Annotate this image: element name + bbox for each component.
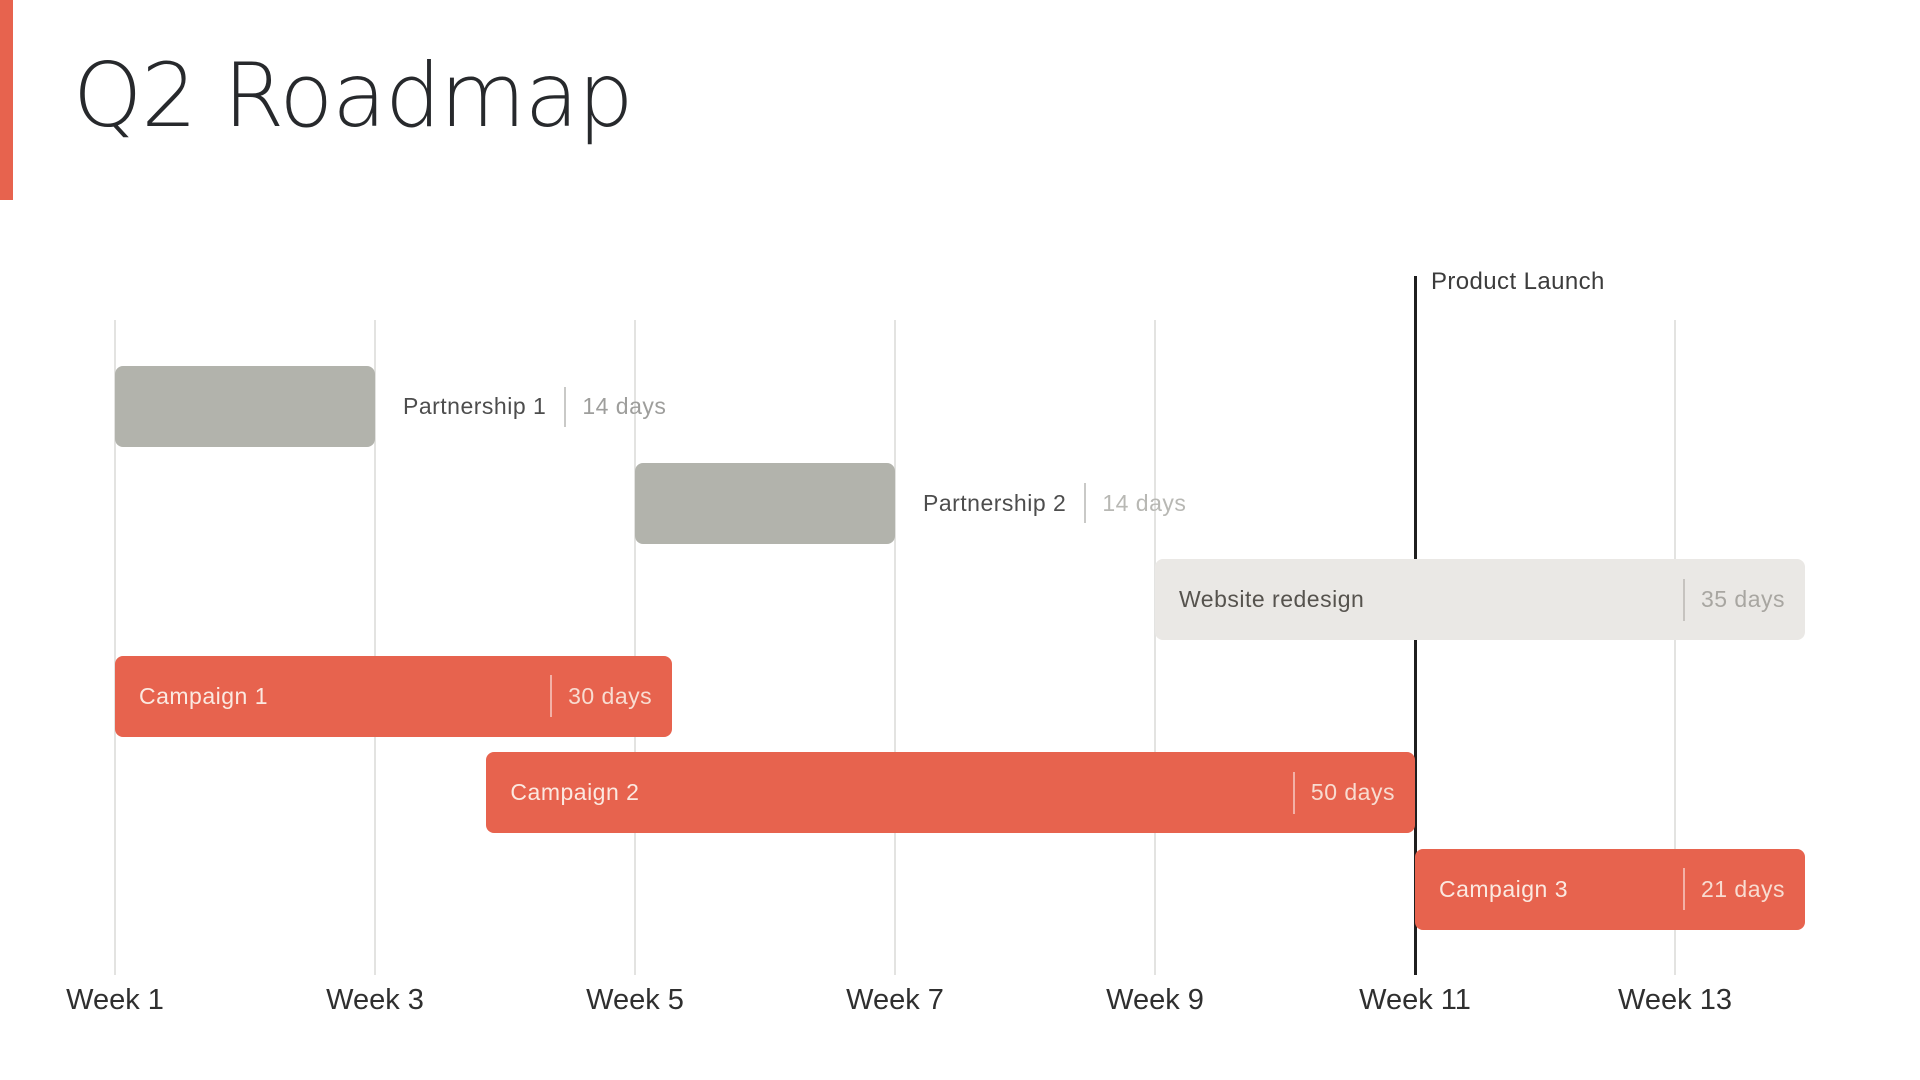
task-duration: 14 days <box>582 393 667 419</box>
gantt-bar-campaign-2: Campaign 2 50 days <box>486 752 1415 833</box>
task-name: Campaign 1 <box>139 682 269 709</box>
task-duration: 14 days <box>1102 489 1187 516</box>
duration-divider <box>1084 483 1087 523</box>
gridline-week-5 <box>634 320 636 975</box>
gantt-bar-website-redesign: Website redesign 35 days <box>1155 559 1805 640</box>
task-name: Campaign 3 <box>1439 875 1569 902</box>
task-duration: 50 days <box>1310 779 1395 805</box>
task-name: Website redesign <box>1179 586 1365 612</box>
axis-label-week-9: Week 9 <box>1106 984 1204 1016</box>
gridline-week-9 <box>1154 320 1156 975</box>
task-duration: 30 days <box>568 682 653 709</box>
axis-label-week-7: Week 7 <box>846 984 944 1016</box>
accent-bar <box>0 0 13 200</box>
duration-divider <box>1682 578 1685 621</box>
task-label-group-partnership-1: Partnership 1 14 days <box>403 366 666 447</box>
axis-label-week-1: Week 1 <box>66 984 164 1016</box>
axis-label-week-11: Week 11 <box>1359 984 1471 1016</box>
duration-divider <box>1292 771 1295 814</box>
task-name: Campaign 2 <box>510 779 640 805</box>
gantt-bar-partnership-2 <box>635 462 895 544</box>
axis-label-week-3: Week 3 <box>326 984 424 1016</box>
task-name: Partnership 2 <box>923 489 1067 516</box>
gridline-week-1 <box>114 320 116 975</box>
axis-label-week-13: Week 13 <box>1618 984 1732 1016</box>
gridline-week-7 <box>894 320 896 975</box>
gantt-bar-campaign-3: Campaign 3 21 days <box>1415 848 1805 930</box>
duration-divider <box>550 675 553 717</box>
gridline-week-3 <box>374 320 376 975</box>
task-label-group-partnership-2: Partnership 2 14 days <box>923 463 1186 544</box>
task-duration: 21 days <box>1700 875 1785 902</box>
gantt-bar-campaign-1: Campaign 1 30 days <box>115 655 673 737</box>
duration-divider <box>1682 868 1685 910</box>
duration-divider <box>564 386 567 427</box>
task-duration: 35 days <box>1700 586 1785 612</box>
gantt-bar-partnership-1 <box>115 366 375 447</box>
milestone-label: Product Launch <box>1431 268 1605 295</box>
gridline-week-13 <box>1674 320 1676 975</box>
task-name: Partnership 1 <box>403 393 547 419</box>
axis-label-week-5: Week 5 <box>586 984 684 1016</box>
page-title: Q2 Roadmap <box>73 44 634 147</box>
